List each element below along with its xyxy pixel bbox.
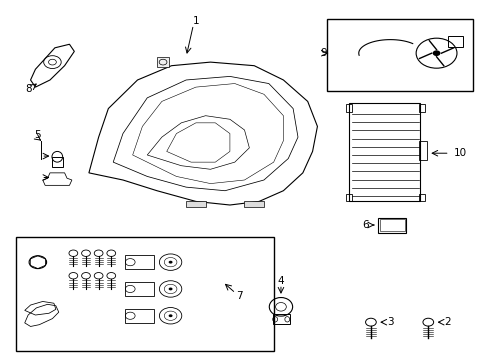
Bar bbox=[52, 157, 62, 167]
Circle shape bbox=[168, 261, 172, 264]
Bar bbox=[348, 103, 419, 202]
Bar bbox=[345, 104, 352, 112]
Text: 7: 7 bbox=[236, 291, 243, 301]
Text: 9: 9 bbox=[320, 48, 326, 58]
Text: 8: 8 bbox=[25, 84, 31, 94]
Bar bbox=[377, 217, 406, 233]
Bar bbox=[447, 36, 462, 47]
Bar bbox=[272, 314, 289, 324]
Bar bbox=[345, 194, 352, 202]
Text: 10: 10 bbox=[453, 148, 467, 158]
Bar bbox=[379, 219, 404, 231]
Bar bbox=[418, 104, 425, 112]
Circle shape bbox=[168, 288, 172, 291]
Text: 2: 2 bbox=[443, 317, 449, 327]
Bar bbox=[326, 19, 472, 91]
Text: 4: 4 bbox=[277, 276, 284, 286]
Text: 5: 5 bbox=[35, 130, 41, 140]
Bar bbox=[125, 255, 153, 269]
Bar bbox=[186, 202, 205, 207]
Bar bbox=[244, 202, 264, 207]
Bar bbox=[418, 194, 425, 202]
Circle shape bbox=[168, 314, 172, 317]
Circle shape bbox=[432, 50, 440, 56]
Bar bbox=[16, 237, 273, 351]
Bar bbox=[157, 57, 169, 67]
Bar bbox=[125, 309, 153, 323]
Text: 1: 1 bbox=[192, 16, 199, 26]
Text: 6: 6 bbox=[361, 220, 367, 230]
Bar bbox=[418, 141, 427, 160]
Text: 3: 3 bbox=[386, 317, 393, 327]
Bar bbox=[125, 282, 153, 296]
